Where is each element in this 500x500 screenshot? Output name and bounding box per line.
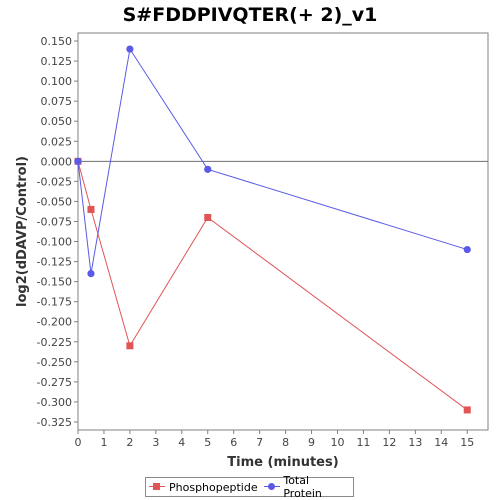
- legend-swatch-total-protein: [263, 482, 280, 492]
- legend-item-total-protein: Total Protein: [263, 474, 350, 500]
- y-tick-label: 0.125: [41, 55, 73, 68]
- y-axis-label: log2(dDAVP/Control): [15, 156, 30, 307]
- x-tick-label: 11: [356, 436, 370, 449]
- x-tick-label: 4: [178, 436, 185, 449]
- x-tick-label: 0: [75, 436, 82, 449]
- chart-legend: Phosphopeptide Total Protein: [145, 474, 354, 500]
- legend-marker-circle: [267, 483, 275, 490]
- data-point-phosphopeptide: [126, 342, 134, 350]
- data-point-total-protein: [74, 157, 82, 165]
- x-tick-label: 6: [230, 436, 237, 449]
- legend-swatch-phosphopeptide: [149, 482, 165, 492]
- y-tick-label: 0.025: [41, 135, 73, 148]
- x-tick-label: 3: [152, 436, 159, 449]
- x-tick-label: 13: [408, 436, 422, 449]
- data-point-total-protein: [126, 45, 134, 53]
- data-point-total-protein: [204, 165, 212, 173]
- y-tick-label: -0.275: [37, 376, 72, 389]
- chart-title: S#FDDPIVQTER(+ 2)_v1: [122, 4, 378, 26]
- x-tick-label: 12: [382, 436, 396, 449]
- y-tick-label: -0.200: [37, 316, 72, 329]
- y-tick-label: 0.050: [41, 115, 73, 128]
- data-point-phosphopeptide: [463, 406, 471, 414]
- data-point-total-protein: [87, 270, 95, 278]
- y-tick-label: -0.150: [37, 276, 72, 289]
- x-tick-label: 10: [330, 436, 344, 449]
- x-axis-label: Time (minutes): [227, 455, 338, 470]
- x-tick-label: 2: [126, 436, 133, 449]
- y-tick-label: -0.175: [37, 296, 72, 309]
- y-tick-label: -0.125: [37, 256, 72, 269]
- x-tick-label: 1: [100, 436, 107, 449]
- y-tick-label: -0.075: [37, 215, 72, 228]
- x-tick-label: 14: [434, 436, 448, 449]
- data-point-total-protein: [463, 245, 471, 254]
- data-point-phosphopeptide: [204, 213, 212, 221]
- y-tick-label: 0.075: [41, 95, 73, 108]
- plot-area: [77, 32, 489, 431]
- x-tick-label: 15: [460, 436, 474, 449]
- legend-label-total-protein: Total Protein: [283, 474, 322, 500]
- legend-label-phosphopeptide: Phosphopeptide: [169, 480, 258, 494]
- y-tick-label: -0.250: [37, 356, 72, 369]
- data-point-phosphopeptide: [87, 205, 95, 213]
- y-tick-label: -0.100: [37, 236, 72, 249]
- x-tick-label: 8: [282, 436, 289, 449]
- y-tick-label: 0.000: [41, 155, 73, 168]
- y-tick-label: -0.300: [37, 396, 72, 409]
- x-tick-label: 5: [204, 436, 211, 449]
- y-tick-label: -0.025: [37, 175, 72, 188]
- y-tick-label: -0.325: [37, 416, 72, 429]
- y-tick-label: -0.050: [37, 195, 72, 208]
- y-tick-label: 0.100: [41, 75, 73, 88]
- y-tick-label: 0.150: [41, 35, 73, 48]
- y-tick-label: -0.225: [37, 336, 72, 349]
- legend-item-phosphopeptide: Phosphopeptide: [149, 481, 258, 494]
- legend-marker-square: [153, 483, 160, 490]
- x-tick-label: 7: [256, 436, 263, 449]
- x-tick-label: 9: [308, 436, 315, 449]
